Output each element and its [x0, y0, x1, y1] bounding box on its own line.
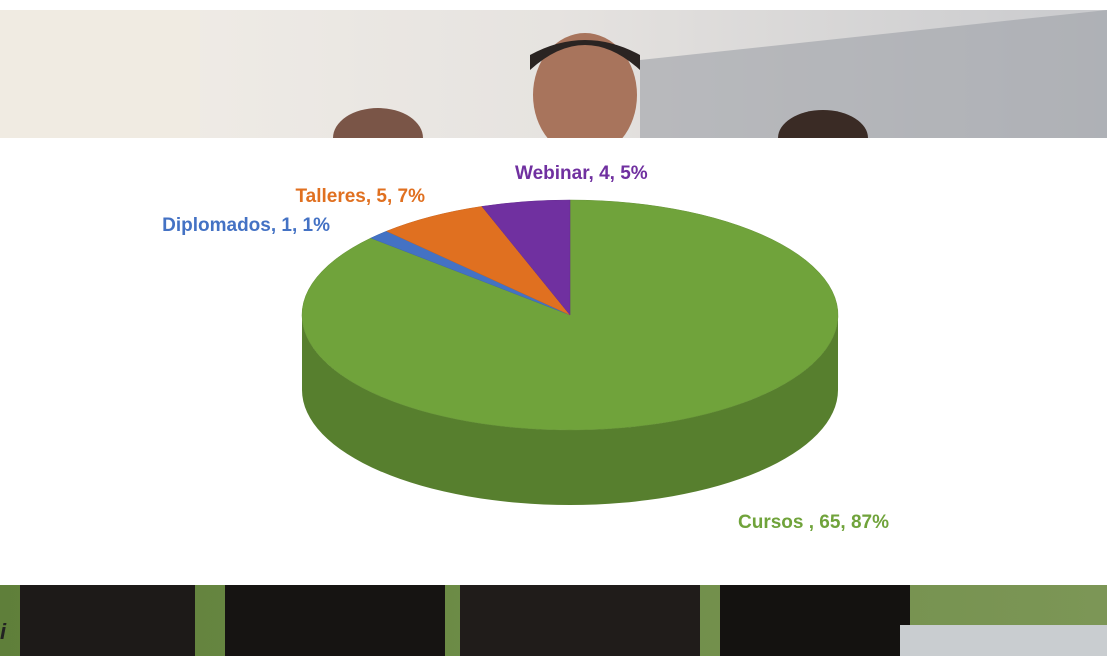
photo-bottom	[0, 585, 1107, 656]
slice	[385, 206, 571, 316]
slice-side	[302, 315, 838, 505]
data-label: Cursos , 65, 87%	[738, 512, 889, 533]
text-fragment: i	[0, 619, 7, 644]
data-label: Webinar, 4, 5%	[515, 163, 648, 184]
data-label: Diplomados, 1, 1%	[162, 215, 330, 236]
pie-chart: Cursos , 65, 87% Diplomados, 1, 1% Tallere…	[162, 163, 889, 533]
data-label: Talleres, 5, 7%	[295, 186, 425, 207]
slice	[481, 199, 571, 316]
